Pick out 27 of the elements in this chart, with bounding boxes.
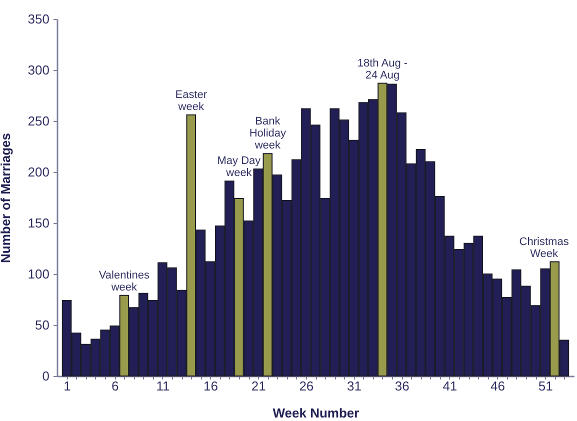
y-axis-title: Number of Marriages xyxy=(0,132,13,264)
x-tick-label: 36 xyxy=(394,378,410,394)
x-tick-label: 26 xyxy=(299,378,314,394)
x-tick-label: 21 xyxy=(251,378,266,394)
x-tick-label: 1 xyxy=(64,378,71,394)
x-tick-label: 11 xyxy=(156,378,170,394)
x-tick-label: 46 xyxy=(490,378,505,394)
x-tick-label: 51 xyxy=(538,378,553,394)
x-tick-label: 6 xyxy=(111,378,119,394)
y-tick-label: 100 xyxy=(28,266,50,282)
y-tick-label: 300 xyxy=(28,62,50,78)
x-axis-title: Week Number xyxy=(272,406,360,420)
annotation: Bank Holiday week xyxy=(249,116,287,152)
x-tick-label: 16 xyxy=(204,378,218,394)
annotation: Valentines week xyxy=(98,269,150,294)
y-tick-label: 50 xyxy=(35,318,50,332)
x-tick-label: 41 xyxy=(442,378,458,394)
annotation: 18th Aug - 24 Aug xyxy=(357,57,408,82)
y-tick-label: 350 xyxy=(28,12,50,26)
x-tick-label: 31 xyxy=(347,378,362,394)
annotation: Christmas Week xyxy=(519,236,570,260)
y-tick-label: 0 xyxy=(42,368,50,384)
annotation: Easter week xyxy=(175,88,208,113)
y-tick-label: 150 xyxy=(28,216,50,230)
y-tick-label: 200 xyxy=(28,164,50,180)
annotation: May Day week xyxy=(217,154,262,179)
y-tick-label: 250 xyxy=(28,114,50,128)
